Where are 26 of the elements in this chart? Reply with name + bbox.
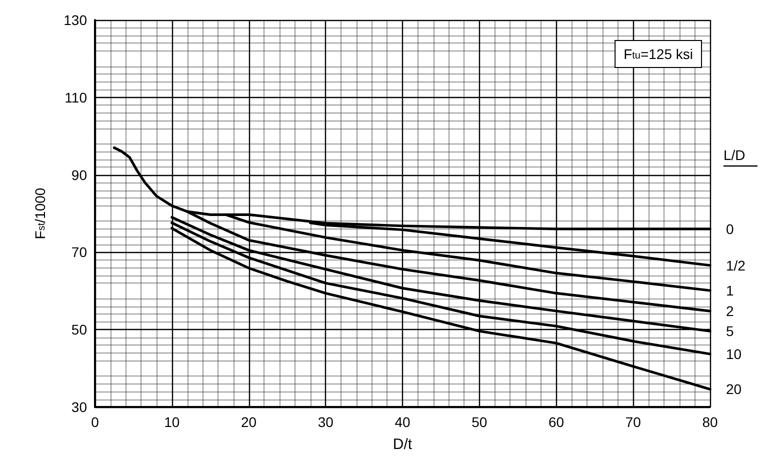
x-tick-label: 40 — [394, 414, 410, 430]
y-tick-label: 70 — [71, 244, 88, 260]
series-label: 1 — [726, 282, 734, 299]
series-label: 5 — [726, 323, 734, 340]
y-tick-label: 130 — [64, 12, 88, 28]
x-tick-label: 10 — [164, 414, 180, 430]
x-tick-label: 20 — [240, 414, 257, 430]
y-axis-title: Fst/1000 — [32, 188, 48, 240]
series-label: 2 — [726, 303, 734, 320]
x-tick-label: 0 — [91, 414, 100, 430]
y-tick-label: 110 — [64, 89, 88, 106]
annotation: Ftu=125 ksi — [624, 46, 694, 62]
y-tick-label: 30 — [71, 399, 88, 415]
legend-title: L/D — [724, 147, 746, 163]
series-label: 10 — [726, 346, 742, 362]
series-label: 20 — [726, 381, 742, 398]
series-label: 1/2 — [726, 257, 746, 274]
x-tick-label: 60 — [548, 414, 564, 430]
x-tick-label: 50 — [472, 414, 488, 430]
y-tick-label: 90 — [71, 166, 88, 183]
x-tick-label: 80 — [702, 414, 718, 430]
series-label: 0 — [726, 220, 734, 237]
x-axis-title: D/t — [392, 436, 413, 453]
x-tick-label: 70 — [625, 414, 642, 430]
x-tick-label: 30 — [318, 414, 334, 430]
y-tick-label: 50 — [71, 322, 88, 338]
